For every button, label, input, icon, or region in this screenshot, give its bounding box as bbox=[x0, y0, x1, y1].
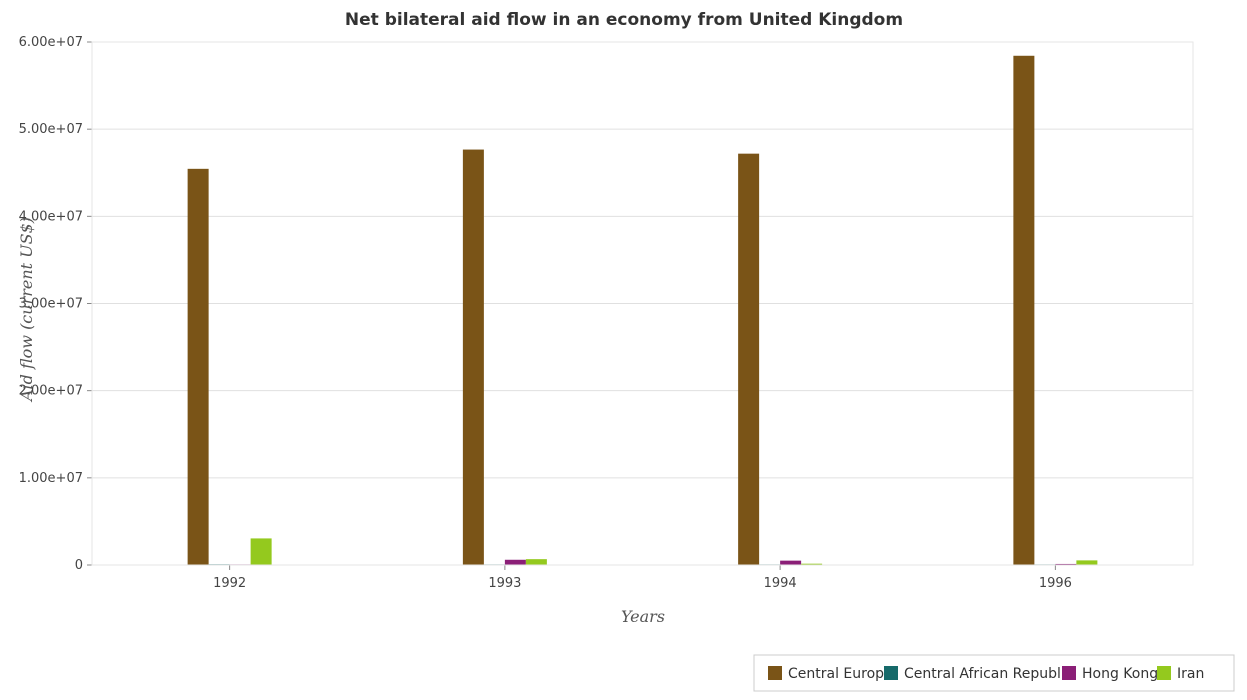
bar-hong-kong-1996 bbox=[1055, 563, 1077, 565]
legend-label: Hong Kong bbox=[1082, 666, 1158, 682]
x-axis-title: Years bbox=[621, 607, 665, 626]
bar-central-europe-1992 bbox=[187, 168, 209, 565]
bar-hong-kong-1993 bbox=[504, 559, 526, 565]
legend-swatch bbox=[1157, 666, 1171, 680]
bar-hong-kong-1994 bbox=[780, 560, 802, 565]
bar-central-europe-1996 bbox=[1013, 55, 1035, 565]
bar-iran-1996 bbox=[1076, 560, 1098, 565]
x-tick-label: 1994 bbox=[764, 576, 797, 591]
legend-label: Central Europe bbox=[788, 666, 893, 682]
y-axis-title: Aid flow (current US$) bbox=[17, 217, 36, 403]
x-tick-label: 1996 bbox=[1039, 576, 1072, 591]
bar-iran-1992 bbox=[250, 538, 272, 565]
chart-title: Net bilateral aid flow in an economy fro… bbox=[345, 10, 903, 30]
bar-iran-1993 bbox=[525, 559, 547, 565]
x-tick-label: 1993 bbox=[488, 576, 521, 591]
legend-label: Iran bbox=[1177, 666, 1204, 682]
x-tick-label: 1992 bbox=[213, 576, 246, 591]
y-tick-label: 4.00e+07 bbox=[19, 209, 83, 224]
legend-swatch bbox=[768, 666, 782, 680]
legend-swatch bbox=[1062, 666, 1076, 680]
bar-central-europe-1994 bbox=[738, 153, 760, 565]
legend-box bbox=[753, 654, 1235, 692]
y-tick-label: 3.00e+07 bbox=[19, 297, 83, 312]
plot-frame bbox=[91, 41, 1194, 566]
bar-iran-1994 bbox=[801, 563, 823, 565]
y-tick-label: 0 bbox=[75, 558, 83, 573]
legend-swatch bbox=[884, 666, 898, 680]
y-tick-label: 6.00e+07 bbox=[19, 35, 83, 50]
y-tick-label: 5.00e+07 bbox=[19, 122, 83, 137]
legend-label: Central African Republic bbox=[904, 666, 1073, 682]
y-axis-ticks: 0 1.00e+07 2.00e+07 3.00e+07 4.00e+07 5.00e+0… bbox=[19, 35, 92, 573]
y-tick-label: 1.00e+07 bbox=[19, 471, 83, 486]
legend: Central Europe Central African Republic Ho… bbox=[753, 654, 1235, 692]
y-tick-label: 2.00e+07 bbox=[19, 384, 83, 399]
bars bbox=[187, 55, 1098, 565]
x-axis-ticks: 1992 1993 1994 1996 bbox=[213, 565, 1072, 591]
bar-central-europe-1993 bbox=[462, 149, 484, 565]
